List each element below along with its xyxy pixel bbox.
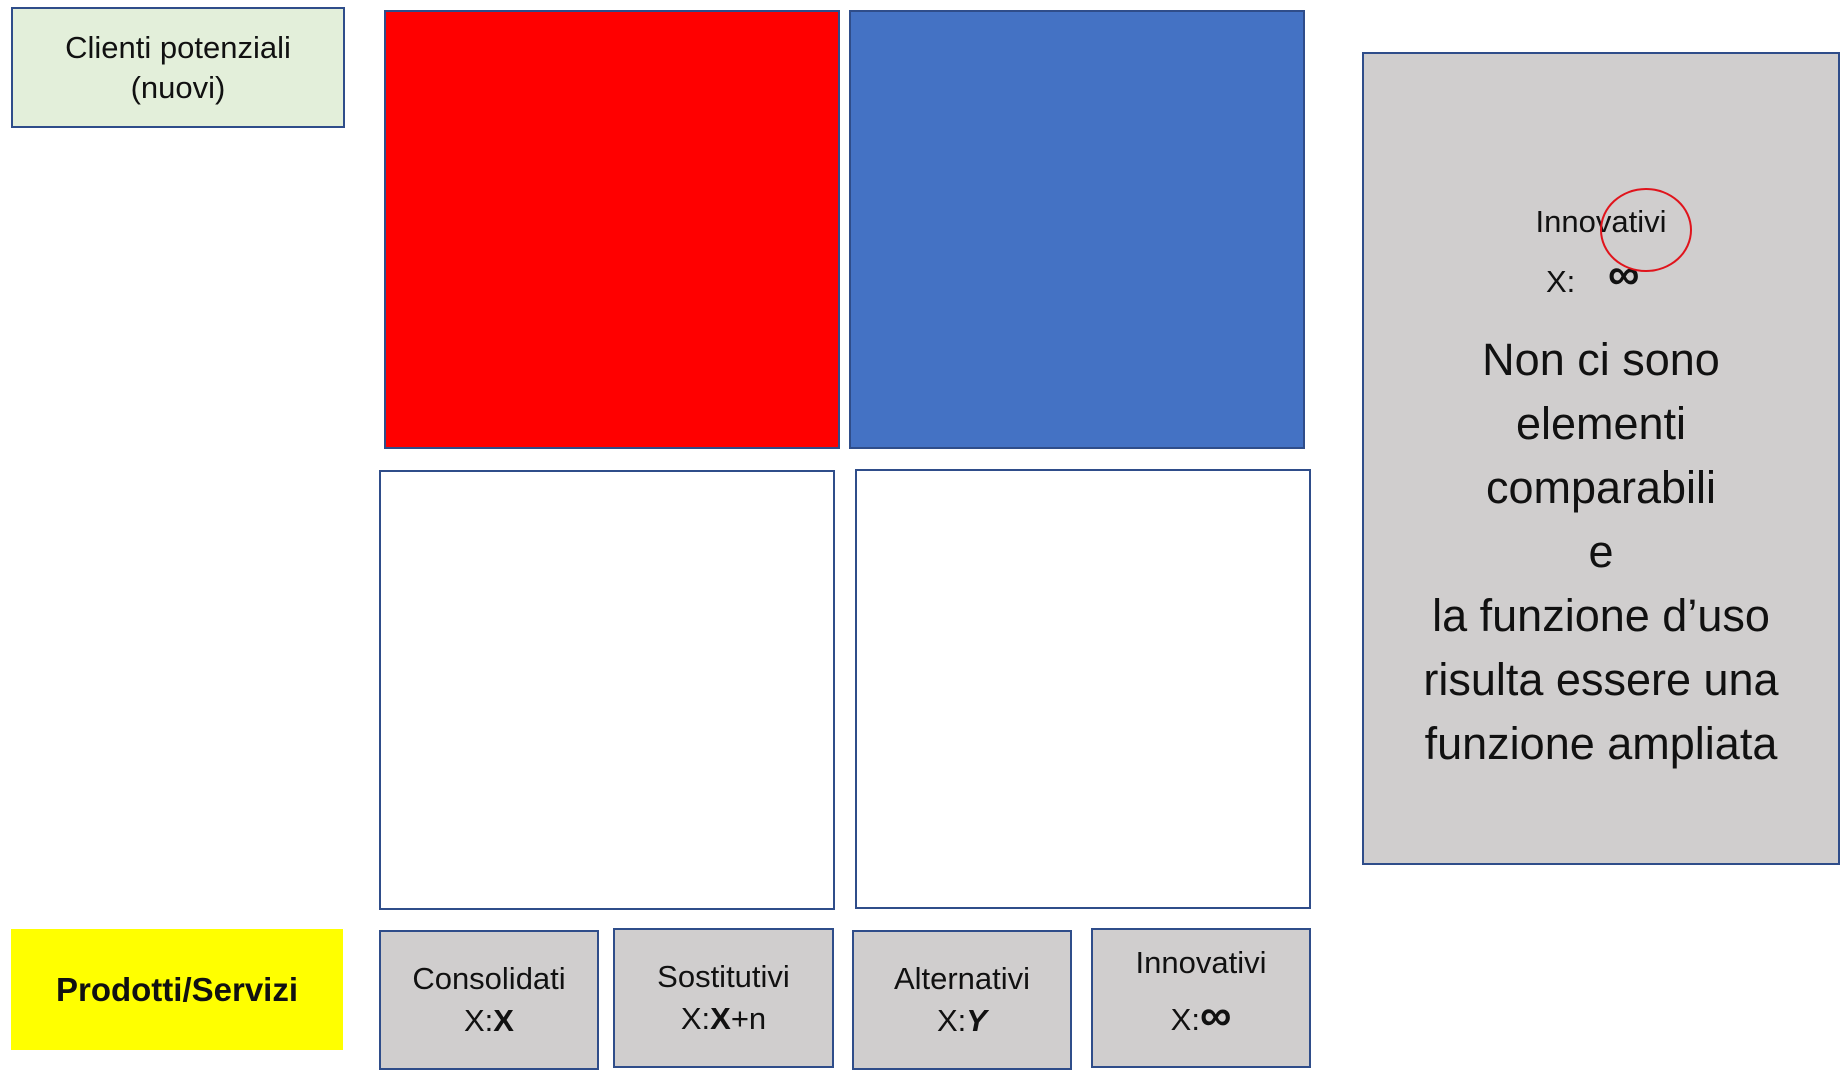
description-line: elementi — [1515, 398, 1687, 449]
description-line: comparabili — [1485, 462, 1717, 513]
category-formula: X:X — [464, 1003, 514, 1038]
category-formula: X:Y — [937, 1003, 987, 1038]
prodotti-servizi-label: Prodotti/Servizi — [11, 929, 343, 1050]
clienti-line-2: (nuovi) — [130, 69, 226, 105]
category-name: Sostitutivi — [657, 959, 790, 994]
description-line: la funzione d’uso — [1432, 590, 1770, 641]
clienti-potenziali-label: Clienti potenziali (nuovi) — [11, 7, 345, 128]
quadrant-bottom-left — [379, 470, 835, 910]
infinity-icon: ∞ — [1199, 991, 1232, 1040]
category-name: Innovativi — [1135, 945, 1267, 980]
clienti-line-1: Clienti potenziali — [65, 29, 291, 65]
description-line: Non ci sono — [1482, 334, 1720, 385]
quadrant-top-right — [849, 10, 1305, 449]
quadrant-bottom-right — [855, 469, 1311, 909]
side-panel-description: Non ci sono elementi comparabili e la fu… — [1364, 328, 1838, 776]
red-circle-highlight — [1600, 188, 1692, 272]
innovativi-explanation-panel: Innovativi X: ∞ Non ci sono elementi com… — [1362, 52, 1840, 865]
description-line: e — [1588, 526, 1614, 577]
category-consolidati: Consolidati X:X — [379, 930, 599, 1070]
description-line: funzione ampliata — [1424, 718, 1778, 769]
category-name: Alternativi — [893, 961, 1031, 996]
category-formula: X:∞ — [1170, 991, 1232, 1040]
quadrant-top-left — [384, 10, 840, 449]
category-innovativi: Innovativi X:∞ — [1091, 928, 1311, 1068]
category-name: Consolidati — [412, 961, 566, 996]
prodotti-label: Prodotti/Servizi — [55, 970, 299, 1008]
description-line: risulta essere una — [1423, 654, 1779, 705]
category-sostitutivi: Sostitutivi X:X+n — [613, 928, 834, 1068]
category-formula: X:X+n — [680, 1001, 767, 1036]
category-alternativi: Alternativi X:Y — [852, 930, 1072, 1070]
side-panel-x-label: X: — [1546, 264, 1576, 299]
